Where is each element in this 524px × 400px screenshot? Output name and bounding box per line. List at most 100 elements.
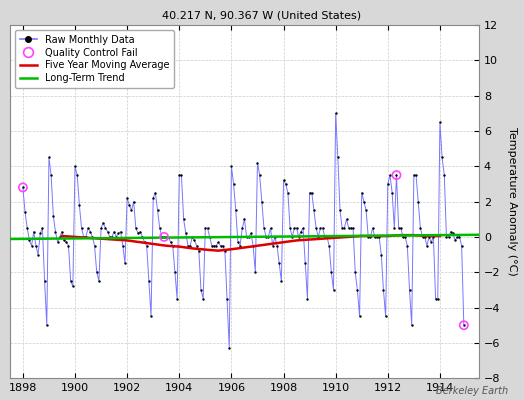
Point <box>97 225 105 231</box>
Point <box>444 234 453 240</box>
Point <box>453 234 462 240</box>
Point <box>406 287 414 293</box>
Point <box>449 230 457 236</box>
Point <box>162 234 170 240</box>
Point <box>292 225 301 231</box>
Point <box>251 269 259 276</box>
Point <box>194 248 203 254</box>
Point <box>460 322 468 328</box>
Point <box>351 269 359 276</box>
Point <box>118 242 127 249</box>
Point <box>169 242 177 249</box>
Point <box>234 239 242 245</box>
Point <box>27 242 36 249</box>
Point <box>460 322 468 328</box>
Point <box>433 296 442 302</box>
Point <box>201 225 210 231</box>
Point <box>240 216 248 222</box>
Point <box>143 242 151 249</box>
Point <box>236 242 244 249</box>
Point <box>344 225 353 231</box>
Point <box>127 207 136 214</box>
Point <box>359 198 368 205</box>
Point <box>112 234 121 240</box>
Point <box>71 163 79 170</box>
Point <box>436 119 444 125</box>
Point <box>319 225 327 231</box>
Point <box>132 225 140 231</box>
Point <box>32 242 40 249</box>
Point <box>164 234 172 240</box>
Point <box>171 269 179 276</box>
Point <box>190 237 199 244</box>
Point <box>64 242 73 249</box>
Point <box>225 345 233 351</box>
Point <box>88 234 96 240</box>
Point <box>227 163 236 170</box>
Point <box>338 225 346 231</box>
Point <box>410 172 418 178</box>
Point <box>353 287 362 293</box>
Point <box>336 207 344 214</box>
Point <box>273 242 281 249</box>
Point <box>116 228 125 235</box>
Point <box>25 237 34 244</box>
Point <box>238 225 246 231</box>
Point <box>86 228 94 235</box>
Point <box>451 237 460 244</box>
Point <box>208 242 216 249</box>
Point <box>136 228 145 235</box>
Point <box>53 239 62 245</box>
Point <box>34 251 42 258</box>
Point <box>349 225 357 231</box>
Point <box>438 154 446 161</box>
Point <box>342 216 351 222</box>
Point <box>442 234 451 240</box>
Point <box>262 234 270 240</box>
Point <box>403 242 411 249</box>
Point <box>188 234 196 240</box>
Point <box>182 230 190 236</box>
Point <box>216 242 225 249</box>
Point <box>440 172 449 178</box>
Point <box>38 225 47 231</box>
Point <box>129 198 138 205</box>
Point <box>40 278 49 284</box>
Point <box>288 234 297 240</box>
Point <box>399 234 407 240</box>
Point <box>316 225 325 231</box>
Point <box>308 190 316 196</box>
Point <box>60 237 68 244</box>
Point <box>105 234 114 240</box>
Point <box>21 209 29 215</box>
Point <box>370 234 379 240</box>
Point <box>290 225 299 231</box>
Point <box>29 228 38 235</box>
Legend: Raw Monthly Data, Quality Control Fail, Five Year Moving Average, Long-Term Tren: Raw Monthly Data, Quality Control Fail, … <box>15 30 174 88</box>
Point <box>78 225 86 231</box>
Point <box>123 195 132 201</box>
Point <box>455 234 464 240</box>
Point <box>73 172 81 178</box>
Point <box>151 190 160 196</box>
Point <box>62 239 71 245</box>
Point <box>260 225 268 231</box>
Point <box>446 228 455 235</box>
Text: Berkeley Earth: Berkeley Earth <box>436 386 508 396</box>
Point <box>423 242 431 249</box>
Point <box>58 228 66 235</box>
Point <box>125 202 134 208</box>
Point <box>184 242 192 249</box>
Point <box>203 225 212 231</box>
Point <box>160 234 168 240</box>
Point <box>279 177 288 184</box>
Point <box>210 242 218 249</box>
Point <box>214 239 223 245</box>
Point <box>429 234 438 240</box>
Point <box>147 313 155 320</box>
Point <box>19 184 27 191</box>
Point <box>160 234 168 240</box>
Point <box>114 230 123 236</box>
Point <box>23 225 31 231</box>
Point <box>421 234 429 240</box>
